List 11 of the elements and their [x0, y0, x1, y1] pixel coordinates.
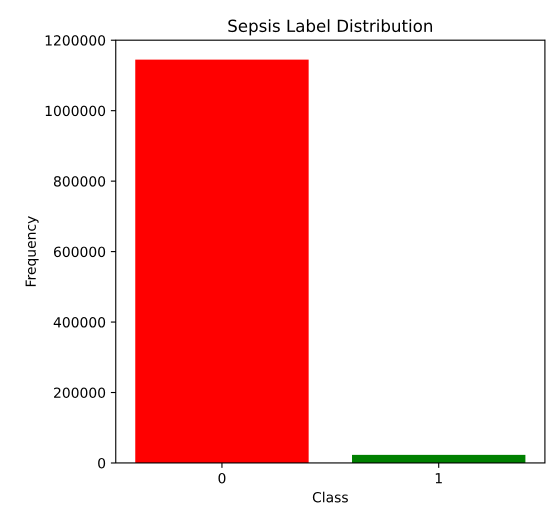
x-axis-title: Class	[312, 492, 348, 502]
y-tick-label: 400000	[54, 317, 106, 328]
y-tick-label: 200000	[54, 387, 106, 398]
y-tick-label: 600000	[54, 246, 106, 258]
y-axis-title: Frequency	[26, 216, 39, 286]
y-tick-label: 800000	[54, 176, 106, 187]
y-tick-label: 0	[98, 458, 106, 468]
y-tick-label: 1000000	[46, 106, 106, 116]
chart-title: Sepsis Label Distribution	[228, 19, 432, 36]
x-tick-label: 1	[436, 473, 442, 484]
y-tick-label: 1200000	[46, 35, 106, 46]
